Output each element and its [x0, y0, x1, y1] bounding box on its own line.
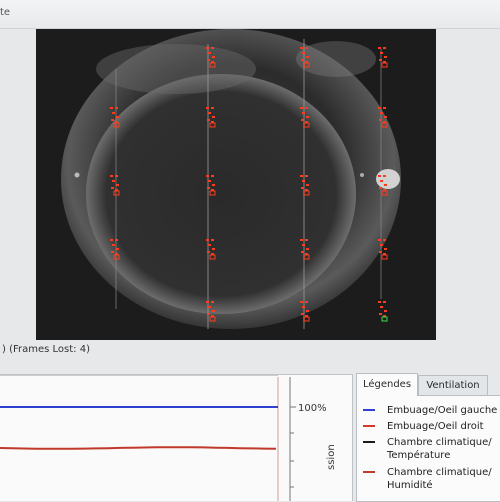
marker-group [110, 47, 388, 322]
tracking-marker [378, 47, 388, 68]
tracking-marker [300, 239, 310, 260]
legend-label: Embuage/Oeil gauche [387, 405, 498, 416]
legend-label: Chambre climatique/ Humidité [387, 467, 492, 491]
tab-ventilation[interactable]: Ventilation [418, 375, 488, 395]
axis-label-100: 100% [298, 403, 327, 414]
tracking-marker [206, 47, 216, 68]
tab-legendes[interactable]: Légendes [356, 373, 418, 396]
y-axis-title: ssion [326, 444, 337, 470]
camera-video-frame [36, 29, 436, 340]
tracking-marker [300, 175, 310, 196]
tracking-marker [206, 175, 216, 196]
tracking-marker [206, 239, 216, 260]
legend-tabs: Légendes Ventilation [354, 373, 500, 396]
tracking-marker [300, 47, 310, 68]
tracking-marker [110, 175, 120, 196]
frames-lost-status: ) (Frames Lost: 4) [2, 344, 90, 355]
tracking-marker [206, 301, 216, 322]
window-titlebar: te [0, 0, 500, 29]
legend-label: Chambre climatique/ Température [387, 437, 492, 461]
legend-panel: Légendes Ventilation Embuage/Oeil gauche… [354, 373, 500, 502]
window-title: te [0, 7, 11, 18]
humidity-chart: 100% [0, 374, 353, 501]
legend-swatch [363, 425, 375, 427]
tracking-marker [300, 107, 310, 128]
eye-image [36, 29, 436, 340]
series-line-oeil-droit [0, 446, 277, 450]
legend-swatch [363, 471, 375, 473]
legend-swatch [363, 409, 375, 411]
tracking-marker [206, 107, 216, 128]
legend-label: Embuage/Oeil droit [387, 421, 484, 432]
legend-swatch [363, 441, 375, 443]
tracking-marker [378, 239, 388, 260]
tracking-marker [110, 239, 120, 260]
tracking-marker [378, 301, 388, 322]
tracking-marker [378, 107, 388, 128]
tracking-marker [300, 301, 310, 322]
tracking-marker [378, 175, 388, 196]
legend-list: Embuage/Oeil gauche Embuage/Oeil droit C… [356, 395, 500, 502]
tracking-marker [110, 107, 120, 128]
